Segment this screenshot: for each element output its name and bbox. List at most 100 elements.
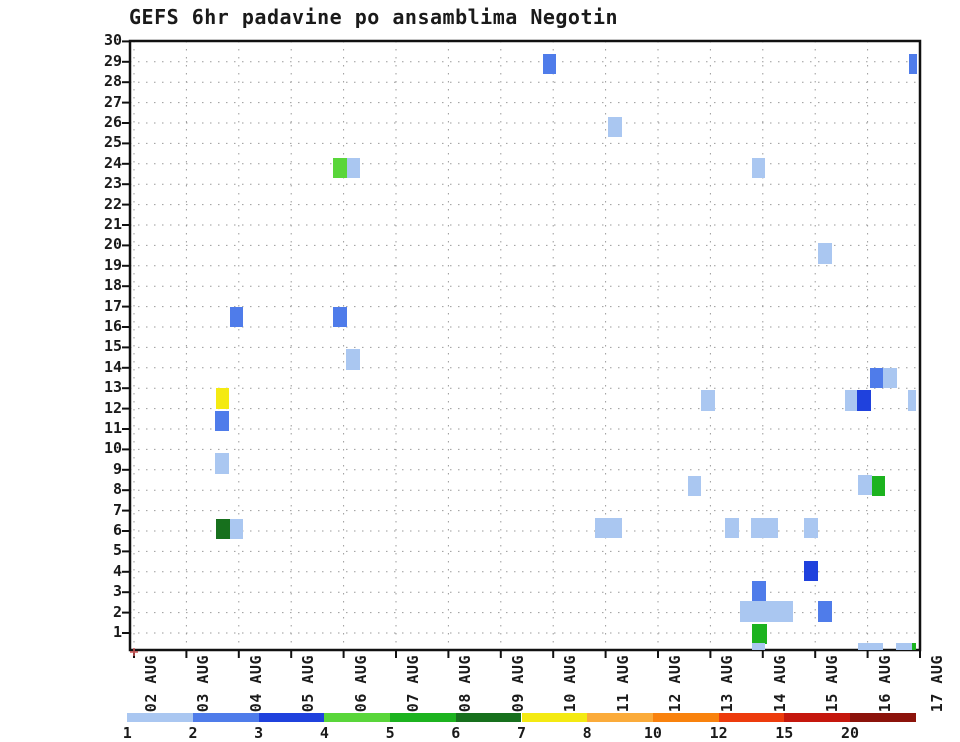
precip-cell (594, 517, 622, 539)
precip-cell (725, 517, 740, 539)
colorbar-tick-label: 5 (385, 724, 395, 742)
x-tick-label: 12 AUG (666, 655, 684, 713)
colorbar-segment (455, 713, 522, 722)
y-tick-label: 17 (103, 296, 122, 315)
x-tick-label: 16 AUG (875, 655, 894, 713)
plot-frame (128, 39, 922, 652)
y-tick-label: 8 (112, 480, 122, 499)
precip-cell (739, 601, 793, 622)
precip-cell (687, 475, 702, 497)
precip-cell (542, 53, 556, 75)
precip-cell (751, 643, 766, 650)
x-tick-label: 04 AUG (246, 655, 265, 713)
x-tick-label: 17 AUG (928, 655, 946, 713)
y-tick-label: 20 (103, 235, 122, 254)
precip-cell (215, 388, 230, 409)
y-tick-label: 21 (103, 215, 122, 233)
y-tick-label: 22 (103, 194, 122, 213)
colorbar-segment (850, 713, 916, 722)
precip-cell (346, 157, 360, 179)
colorbar-tick-label: 10 (643, 724, 662, 742)
colorbar-tick-label: 8 (582, 724, 592, 742)
colorbar-tick-label: 7 (516, 724, 527, 742)
y-tick-label: 7 (112, 500, 122, 519)
y-tick-label: 30 (103, 31, 122, 50)
y-tick-label: 5 (112, 541, 122, 560)
precip-cell (215, 518, 230, 540)
precip-cell (608, 116, 622, 138)
precip-cell (700, 390, 716, 411)
precip-cell (845, 390, 859, 411)
y-tick-label: 9 (112, 459, 122, 478)
y-tick-label: 4 (112, 561, 122, 580)
y-tick-label: 13 (103, 378, 122, 397)
precip-cell (870, 367, 884, 389)
precip-cell (751, 157, 766, 179)
precip-cell (215, 410, 229, 432)
precip-cell (804, 517, 818, 539)
colorbar-tick-label: 2 (188, 724, 198, 742)
x-tick-label: 02 AUG (142, 655, 160, 713)
x-tick-label: 06 AUG (351, 655, 370, 713)
colorbar-tick-label: 1 (122, 724, 132, 742)
colorbar-tick-label: 12 (709, 724, 728, 742)
colorbar-tick-label: 4 (319, 724, 329, 742)
colorbar-segment (521, 713, 588, 722)
precip-cell (751, 623, 767, 645)
plot-area (130, 41, 920, 650)
x-tick-label: 15 AUG (823, 655, 842, 713)
x-tick-label: 10 AUG (561, 655, 580, 713)
colorbar-tick-label: 6 (451, 724, 461, 742)
colorbar-segment (587, 713, 653, 722)
x-tick-label: 03 AUG (194, 655, 213, 713)
x-tick-label: 08 AUG (456, 655, 475, 713)
colorbar-segment (258, 713, 325, 722)
precip-cell (883, 367, 897, 389)
colorbar-segment (784, 713, 850, 722)
y-tick-label: 24 (103, 153, 122, 172)
precip-cell (804, 560, 819, 581)
page-title: GEFS 6hr padavine po ansamblima Negotin (129, 5, 619, 29)
y-tick-label: 25 (103, 133, 122, 152)
precip-cell (896, 643, 912, 650)
colorbar-segment (652, 713, 719, 722)
y-tick-label: 6 (112, 521, 122, 539)
precip-cell (818, 601, 833, 622)
colorbar-segment (127, 713, 193, 722)
colorbar-tick-label: 3 (254, 724, 264, 742)
origin-marker (130, 648, 138, 656)
precip-cell (229, 306, 243, 327)
y-tick-label: 15 (103, 337, 122, 356)
precip-cell (333, 157, 347, 179)
x-tick-label: 05 AUG (299, 655, 318, 713)
colorbar-segment (718, 713, 785, 722)
precip-cell (333, 306, 347, 327)
y-tick-label: 10 (103, 439, 122, 458)
x-tick-label: 14 AUG (770, 655, 789, 713)
y-tick-label: 14 (103, 357, 122, 376)
colorbar-tick-label: 15 (775, 724, 794, 742)
y-tick-label: 3 (112, 582, 122, 601)
y-tick-label: 16 (103, 317, 122, 335)
precip-cell (871, 475, 885, 497)
colorbar-segment (390, 713, 456, 722)
y-tick-label: 11 (103, 419, 122, 437)
precip-cell (911, 643, 916, 650)
y-tick-label: 28 (103, 72, 122, 91)
y-tick-label: 29 (103, 51, 122, 70)
y-tick-label: 26 (103, 113, 122, 131)
y-tick-label: 23 (103, 174, 122, 193)
colorbar-segment (193, 713, 259, 722)
precip-cell (908, 390, 917, 411)
y-tick-label: 1 (112, 623, 122, 641)
x-tick-label: 11 AUG (613, 655, 632, 713)
precip-cell (858, 643, 884, 650)
colorbar-tick-label: 20 (840, 724, 860, 742)
precip-cell (215, 453, 229, 474)
precip-cell (229, 518, 243, 540)
x-tick-label: 13 AUG (718, 655, 737, 713)
y-tick-label: 18 (103, 276, 122, 295)
precip-cell (750, 517, 778, 539)
